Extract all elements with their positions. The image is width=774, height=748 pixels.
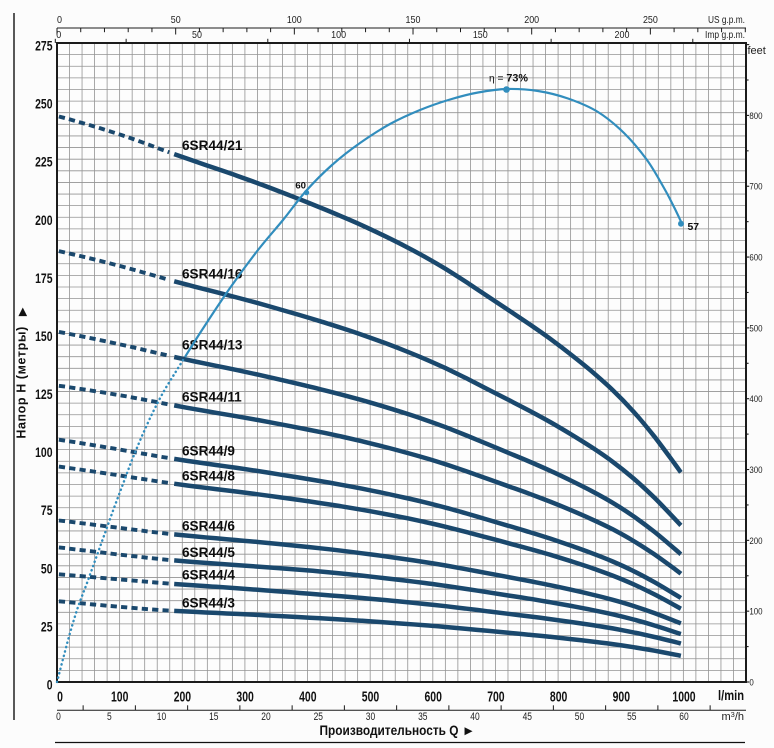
svg-text:1000: 1000 bbox=[672, 690, 695, 706]
svg-text:125: 125 bbox=[35, 387, 52, 403]
svg-text:275: 275 bbox=[35, 39, 52, 55]
svg-text:600: 600 bbox=[425, 690, 442, 706]
svg-text:40: 40 bbox=[470, 711, 479, 723]
svg-text:6SR44/11: 6SR44/11 bbox=[182, 390, 242, 405]
svg-text:5: 5 bbox=[107, 711, 112, 723]
svg-text:200: 200 bbox=[749, 536, 762, 547]
svg-text:200: 200 bbox=[524, 15, 539, 26]
svg-text:400: 400 bbox=[749, 394, 762, 405]
svg-text:225: 225 bbox=[35, 155, 52, 171]
svg-text:6SR44/3: 6SR44/3 bbox=[182, 596, 235, 611]
svg-text:45: 45 bbox=[523, 711, 532, 723]
svg-text:60: 60 bbox=[295, 181, 306, 192]
svg-text:100: 100 bbox=[331, 30, 346, 41]
svg-text:57: 57 bbox=[688, 222, 700, 233]
svg-text:η = 73%: η = 73% bbox=[489, 73, 528, 85]
svg-text:Напор H (метры) ▶: Напор H (метры) ▶ bbox=[15, 307, 29, 439]
svg-text:50: 50 bbox=[171, 15, 181, 26]
svg-text:150: 150 bbox=[473, 30, 488, 41]
svg-text:6SR44/13: 6SR44/13 bbox=[182, 338, 243, 353]
svg-text:50: 50 bbox=[192, 30, 202, 41]
svg-text:6SR44/8: 6SR44/8 bbox=[182, 469, 235, 484]
svg-text:Imp g.p.m.: Imp g.p.m. bbox=[705, 29, 745, 41]
svg-text:200: 200 bbox=[35, 213, 52, 229]
svg-text:55: 55 bbox=[627, 711, 636, 723]
svg-text:20: 20 bbox=[261, 711, 270, 723]
svg-text:15: 15 bbox=[209, 711, 218, 723]
svg-text:0: 0 bbox=[749, 677, 753, 688]
svg-text:175: 175 bbox=[35, 271, 52, 287]
svg-text:▶: ▶ bbox=[465, 725, 474, 737]
svg-text:800: 800 bbox=[550, 690, 567, 706]
svg-text:700: 700 bbox=[487, 690, 504, 706]
svg-text:600: 600 bbox=[749, 253, 762, 264]
svg-text:250: 250 bbox=[643, 15, 658, 26]
svg-text:100: 100 bbox=[749, 607, 762, 618]
svg-text:m3/h: m3/h bbox=[721, 710, 744, 723]
svg-text:0: 0 bbox=[47, 678, 53, 694]
svg-text:75: 75 bbox=[41, 503, 53, 519]
svg-text:25: 25 bbox=[41, 619, 53, 635]
svg-text:30: 30 bbox=[366, 711, 375, 723]
svg-text:0: 0 bbox=[57, 15, 62, 26]
svg-text:200: 200 bbox=[615, 30, 630, 41]
svg-text:10: 10 bbox=[157, 711, 166, 723]
svg-text:900: 900 bbox=[613, 690, 630, 706]
svg-text:35: 35 bbox=[418, 711, 427, 723]
svg-text:500: 500 bbox=[749, 323, 762, 334]
svg-text:0: 0 bbox=[56, 711, 61, 723]
svg-text:800: 800 bbox=[749, 111, 762, 122]
svg-text:6SR44/4: 6SR44/4 bbox=[182, 568, 235, 583]
svg-text:50: 50 bbox=[575, 711, 584, 723]
svg-text:6SR44/16: 6SR44/16 bbox=[182, 267, 243, 282]
svg-text:60: 60 bbox=[679, 711, 688, 723]
svg-text:300: 300 bbox=[749, 465, 762, 476]
svg-text:700: 700 bbox=[749, 182, 762, 193]
svg-text:6SR44/6: 6SR44/6 bbox=[182, 519, 235, 534]
svg-text:0: 0 bbox=[56, 30, 61, 41]
svg-text:0: 0 bbox=[57, 690, 63, 706]
svg-text:feet: feet bbox=[748, 45, 766, 57]
svg-text:250: 250 bbox=[35, 97, 52, 113]
svg-text:100: 100 bbox=[287, 15, 302, 26]
svg-text:150: 150 bbox=[406, 15, 421, 26]
svg-text:50: 50 bbox=[41, 561, 53, 577]
svg-text:100: 100 bbox=[111, 690, 128, 706]
svg-text:150: 150 bbox=[35, 329, 52, 345]
svg-text:Производительность Q: Производительность Q bbox=[320, 723, 459, 738]
svg-text:500: 500 bbox=[362, 690, 379, 706]
svg-text:US g.p.m.: US g.p.m. bbox=[708, 14, 745, 26]
svg-text:6SR44/21: 6SR44/21 bbox=[182, 138, 243, 153]
svg-text:6SR44/9: 6SR44/9 bbox=[182, 444, 235, 459]
svg-text:l/min: l/min bbox=[718, 687, 744, 703]
svg-text:400: 400 bbox=[299, 690, 316, 706]
svg-text:100: 100 bbox=[35, 445, 52, 461]
svg-text:6SR44/5: 6SR44/5 bbox=[182, 545, 235, 560]
svg-text:200: 200 bbox=[174, 690, 191, 706]
svg-text:25: 25 bbox=[314, 711, 323, 723]
svg-text:300: 300 bbox=[236, 690, 253, 706]
